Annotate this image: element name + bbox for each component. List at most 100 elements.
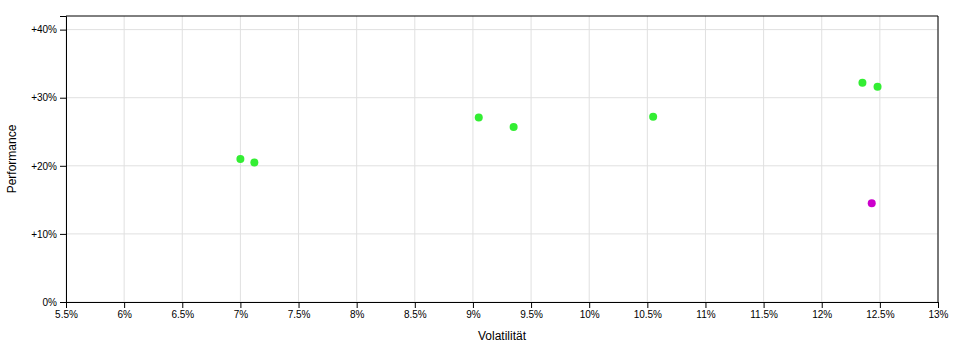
grid-line [938, 16, 939, 302]
tick-label: 12% [812, 309, 832, 320]
grid-line [414, 16, 415, 302]
tick-mark [705, 302, 706, 308]
tick: 8.5% [404, 302, 427, 320]
tick-mark [60, 30, 66, 31]
grid-line [298, 16, 299, 302]
grid-line [66, 29, 938, 30]
tick-mark [182, 302, 183, 308]
tick-label: 10% [580, 309, 600, 320]
series [868, 199, 876, 207]
grid-line [647, 16, 648, 302]
y-axis-title: Performance [5, 124, 19, 193]
tick-mark [822, 302, 823, 308]
tick: 6% [117, 302, 132, 320]
grid-line [821, 16, 822, 302]
tick-mark [60, 302, 66, 303]
frame [66, 16, 938, 17]
points [236, 79, 881, 208]
tick-mark [240, 302, 241, 308]
tick-label: 8.5% [404, 309, 427, 320]
point [475, 113, 483, 121]
tick: 8% [350, 302, 365, 320]
tick: 13% [928, 302, 948, 320]
tick: +20% [31, 161, 66, 172]
chart: 5.5% 6% 6.5% 7% 7.5% 8% 8.5% 9% 9.5% 10% 10.5% 11% 1… [0, 0, 966, 350]
x-axis-title: Volatilität [478, 329, 527, 343]
tick-label: 11% [696, 309, 715, 320]
frame [938, 16, 939, 302]
tick-mark [531, 302, 532, 308]
tick: 10% [580, 302, 600, 320]
grid-line [66, 97, 938, 98]
point [649, 113, 657, 121]
tick-label: 11.5% [750, 309, 778, 320]
tick-mark [473, 302, 474, 308]
tick: 11% [696, 302, 715, 320]
tick-label: +20% [31, 161, 57, 172]
tick: 5.5% [55, 302, 78, 320]
tick: +40% [31, 24, 66, 35]
grid-line [472, 16, 473, 302]
tick: +10% [31, 229, 66, 240]
grid-line [589, 16, 590, 302]
tick-mark [124, 302, 125, 308]
tick-mark [647, 302, 648, 308]
tick-label: +30% [31, 92, 57, 103]
point [250, 158, 258, 166]
series [236, 79, 881, 167]
point [236, 155, 244, 163]
tick: 7.5% [288, 302, 311, 320]
axis-line [67, 303, 939, 309]
tick-label: 7.5% [288, 309, 311, 320]
tick: 12% [812, 302, 832, 320]
tick-mark [938, 302, 939, 308]
tick-mark [60, 234, 66, 235]
tick-label: 13% [928, 309, 948, 320]
tick-mark [357, 302, 358, 308]
tick: 9.5% [520, 302, 543, 320]
tick: 0% [43, 297, 66, 308]
grid-line [66, 233, 938, 234]
grid-line [182, 16, 183, 302]
tick-mark [415, 302, 416, 308]
tick-mark [60, 98, 66, 99]
tick: 12.5% [866, 302, 894, 320]
point [874, 83, 882, 91]
grid-line [531, 16, 532, 302]
tick-mark [589, 302, 590, 308]
tick-label: 0% [43, 297, 58, 308]
tick: 10.5% [634, 302, 662, 320]
point [858, 79, 866, 87]
tick-label: 12.5% [866, 309, 894, 320]
grid-line [66, 165, 938, 166]
tick-mark [60, 166, 66, 167]
grid [66, 16, 938, 302]
grid-line [356, 16, 357, 302]
grid-line [705, 16, 706, 302]
tick-label: 5.5% [55, 309, 78, 320]
tick-label: 7% [234, 309, 249, 320]
tick: 9% [466, 302, 481, 320]
tick-label: 9.5% [520, 309, 543, 320]
tick-mark [764, 302, 765, 308]
tick-label: +10% [31, 229, 57, 240]
tick-mark [880, 302, 881, 308]
grid-line [124, 16, 125, 302]
tick: 7% [234, 302, 249, 320]
tick: +30% [31, 92, 66, 103]
tick-label: 10.5% [634, 309, 662, 320]
y-axis: 0% +10% +20% +30% +40% [31, 17, 66, 308]
axis-line [60, 17, 67, 303]
tick: 11.5% [750, 302, 778, 320]
x-axis: 5.5% 6% 6.5% 7% 7.5% 8% 8.5% 9% 9.5% 10% 10.5% 11% 1… [55, 302, 949, 320]
tick-label: 8% [350, 309, 365, 320]
tick-label: 6.5% [171, 309, 194, 320]
tick: 6.5% [171, 302, 194, 320]
tick-label: +40% [31, 24, 57, 35]
grid-line [879, 16, 880, 302]
tick-label: 6% [117, 309, 132, 320]
point [868, 199, 876, 207]
point [510, 123, 518, 131]
tick-label: 9% [466, 309, 481, 320]
grid-line [763, 16, 764, 302]
